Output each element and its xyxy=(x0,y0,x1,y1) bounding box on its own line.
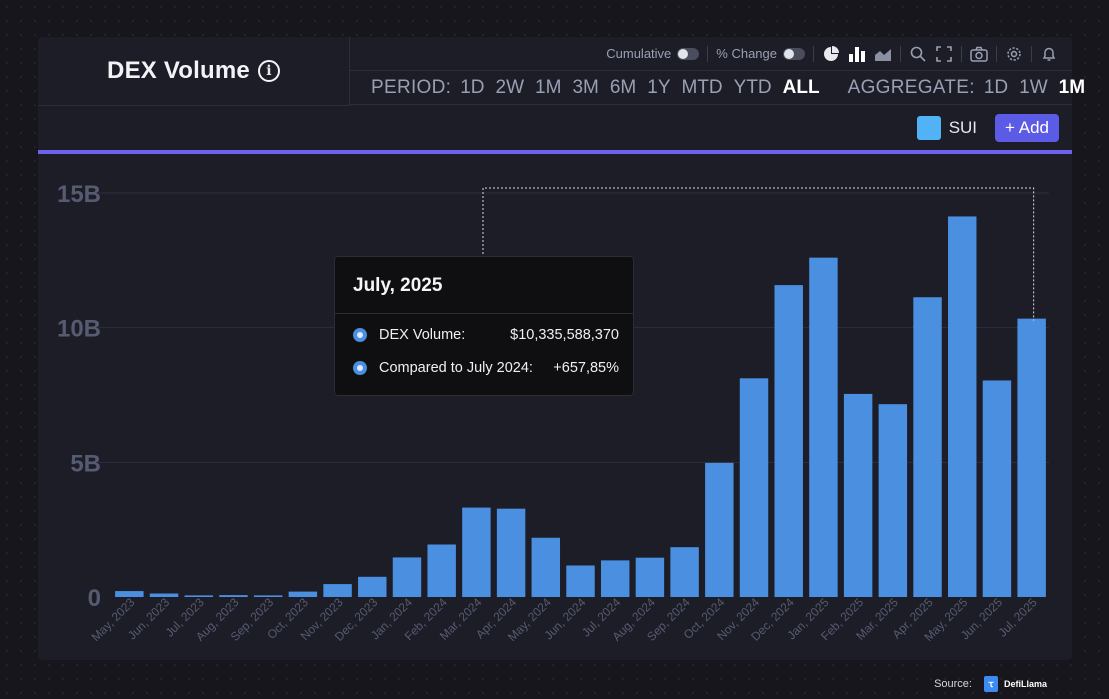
x-tick-label: Jul, 2025 xyxy=(995,595,1040,640)
bar[interactable] xyxy=(913,297,942,597)
source-brand[interactable]: DefiLlama xyxy=(1003,679,1047,689)
period-option-mtd[interactable]: MTD xyxy=(681,77,723,98)
bar[interactable] xyxy=(184,595,213,597)
bars xyxy=(115,216,1046,597)
period-option-ytd[interactable]: YTD xyxy=(733,77,772,98)
toolbar-divider xyxy=(900,45,901,62)
period-option-2w[interactable]: 2W xyxy=(495,77,525,98)
tooltip-label: Compared to July 2024: xyxy=(379,360,533,376)
bar[interactable] xyxy=(288,591,318,597)
bar[interactable] xyxy=(115,591,144,597)
bar[interactable] xyxy=(392,557,422,597)
bar[interactable] xyxy=(600,560,630,597)
aggregate-option-1m[interactable]: 1M xyxy=(1058,77,1086,98)
y-axis-ticks: 0 5B 10B 15B xyxy=(57,181,101,612)
sui-legend-swatch[interactable] xyxy=(916,116,941,140)
bell-icon[interactable] xyxy=(1040,45,1058,63)
tooltip-title: July, 2025 xyxy=(353,275,443,296)
page-title: DEX Volume xyxy=(107,57,250,84)
bar[interactable] xyxy=(566,565,595,597)
fullscreen-icon[interactable] xyxy=(935,45,953,63)
aggregate-option-1w[interactable]: 1W xyxy=(1019,77,1048,98)
bar[interactable] xyxy=(670,547,699,597)
period-option-all[interactable]: ALL xyxy=(782,77,820,98)
tooltip-value: +657,85% xyxy=(553,360,619,376)
period-option-1m[interactable]: 1M xyxy=(535,77,562,98)
camera-icon[interactable] xyxy=(970,45,988,63)
bar[interactable] xyxy=(496,508,526,597)
series-dot-icon xyxy=(353,328,367,342)
tooltip-row-change: Compared to July 2024: +657,85% xyxy=(353,360,619,376)
defillama-logo-icon[interactable]: ꚍ xyxy=(983,676,998,692)
y-tick-label: 5B xyxy=(70,450,101,477)
bar[interactable] xyxy=(774,285,803,597)
period-label: PERIOD: xyxy=(371,77,452,98)
toolbar-divider xyxy=(813,45,814,62)
bar[interactable] xyxy=(149,593,179,597)
source-label: Source: xyxy=(934,678,972,690)
search-icon[interactable] xyxy=(909,45,927,63)
bar[interactable] xyxy=(531,537,561,597)
toolbar-divider xyxy=(707,45,709,62)
cumulative-label: Cumulative xyxy=(606,46,672,61)
aggregate-label: AGGREGATE: xyxy=(847,77,975,98)
bar[interactable] xyxy=(462,507,491,597)
pie-chart-icon[interactable] xyxy=(822,45,840,63)
source-credit: Source: ꚍ DefiLlama xyxy=(934,676,1047,692)
period-selector-bar: PERIOD: 1D 2W 1M 3M 6M 1Y MTD YTD ALL AG… xyxy=(350,72,1085,105)
hover-indicator xyxy=(482,187,1035,321)
chart-tooltip: July, 2025 DEX Volume: $10,335,588,370 C… xyxy=(334,256,634,396)
bar[interactable] xyxy=(323,584,352,597)
bar[interactable] xyxy=(219,595,248,597)
bar[interactable] xyxy=(982,380,1012,597)
bar[interactable] xyxy=(809,257,838,597)
cumulative-toggle[interactable]: Cumulative xyxy=(606,46,700,61)
bar[interactable] xyxy=(635,557,665,597)
bar[interactable] xyxy=(843,393,873,597)
toolbar-divider xyxy=(1031,45,1032,62)
gear-icon[interactable] xyxy=(1005,45,1023,63)
bar-chart-icon[interactable] xyxy=(848,45,866,63)
y-tick-label: 0 xyxy=(88,585,101,612)
period-option-6m[interactable]: 6M xyxy=(609,77,637,98)
pct-change-toggle[interactable]: % Change xyxy=(716,46,805,61)
area-chart-icon[interactable] xyxy=(874,45,892,63)
bar[interactable] xyxy=(948,216,977,597)
period-option-3m[interactable]: 3M xyxy=(572,77,599,98)
title-box: DEX Volume i xyxy=(38,37,350,106)
cumulative-switch[interactable] xyxy=(677,47,700,60)
tooltip-value: $10,335,588,370 xyxy=(510,327,619,343)
bar[interactable] xyxy=(253,595,283,597)
period-option-1y[interactable]: 1Y xyxy=(647,77,671,98)
chart-toolbar: Cumulative % Change xyxy=(350,37,1072,71)
bar[interactable] xyxy=(358,576,387,597)
bar[interactable] xyxy=(878,404,908,597)
tooltip-label: DEX Volume: xyxy=(379,327,466,343)
bar[interactable] xyxy=(427,544,456,597)
y-tick-label: 15B xyxy=(57,181,101,208)
pct-change-label: % Change xyxy=(716,46,777,61)
accent-divider xyxy=(38,150,1072,154)
aggregate-option-1d[interactable]: 1D xyxy=(983,77,1009,98)
info-icon[interactable]: i xyxy=(257,60,280,82)
toolbar-divider xyxy=(961,45,962,62)
period-option-1d[interactable]: 1D xyxy=(460,77,485,98)
series-dot-icon xyxy=(353,361,367,375)
toolbar-divider xyxy=(996,45,997,62)
bar[interactable] xyxy=(1017,318,1046,597)
bar[interactable] xyxy=(705,462,734,597)
bar[interactable] xyxy=(739,378,769,597)
sui-legend-label[interactable]: SUI xyxy=(948,118,978,137)
add-series-button[interactable]: + Add xyxy=(995,114,1059,142)
tooltip-divider xyxy=(335,313,633,314)
tooltip-row-volume: DEX Volume: $10,335,588,370 xyxy=(353,327,619,343)
highlight-box xyxy=(482,187,1035,321)
y-tick-label: 10B xyxy=(57,316,101,343)
pct-change-switch[interactable] xyxy=(783,47,805,60)
legend-row: SUI + Add xyxy=(916,114,1059,142)
